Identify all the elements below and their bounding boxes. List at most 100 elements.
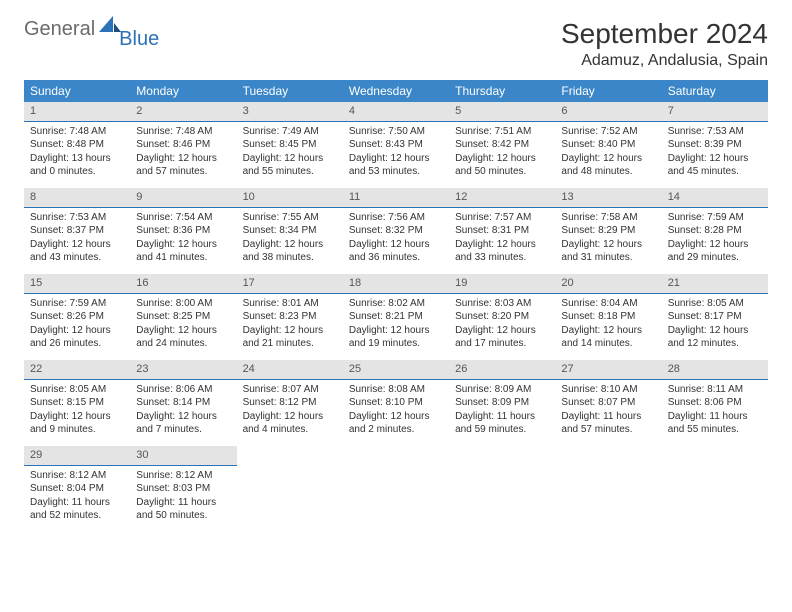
day-details: Sunrise: 7:57 AMSunset: 8:31 PMDaylight:…: [449, 208, 555, 265]
sunrise-line: Sunrise: 8:12 AM: [30, 469, 124, 483]
sunset-line: Sunset: 8:28 PM: [668, 224, 762, 238]
daylight-line: Daylight: 11 hours and 57 minutes.: [561, 410, 655, 437]
daylight-line: Daylight: 12 hours and 29 minutes.: [668, 238, 762, 265]
day-number: 11: [343, 188, 449, 208]
sunrise-line: Sunrise: 8:04 AM: [561, 297, 655, 311]
sunrise-line: Sunrise: 8:00 AM: [136, 297, 230, 311]
day-details: Sunrise: 8:10 AMSunset: 8:07 PMDaylight:…: [555, 380, 661, 437]
sunrise-line: Sunrise: 8:06 AM: [136, 383, 230, 397]
day-number: 3: [237, 102, 343, 122]
day-number: 18: [343, 274, 449, 294]
logo-text-general: General: [24, 18, 95, 41]
day-details: Sunrise: 8:05 AMSunset: 8:17 PMDaylight:…: [662, 294, 768, 351]
calendar-cell: 4Sunrise: 7:50 AMSunset: 8:43 PMDaylight…: [343, 102, 449, 188]
sunset-line: Sunset: 8:12 PM: [243, 396, 337, 410]
daylight-line: Daylight: 12 hours and 12 minutes.: [668, 324, 762, 351]
sunrise-line: Sunrise: 8:01 AM: [243, 297, 337, 311]
calendar-cell: 5Sunrise: 7:51 AMSunset: 8:42 PMDaylight…: [449, 102, 555, 188]
sunset-line: Sunset: 8:20 PM: [455, 310, 549, 324]
day-details: Sunrise: 8:01 AMSunset: 8:23 PMDaylight:…: [237, 294, 343, 351]
day-details: Sunrise: 7:58 AMSunset: 8:29 PMDaylight:…: [555, 208, 661, 265]
sunset-line: Sunset: 8:25 PM: [136, 310, 230, 324]
daylight-line: Daylight: 12 hours and 19 minutes.: [349, 324, 443, 351]
day-number: 2: [130, 102, 236, 122]
day-number: 1: [24, 102, 130, 122]
calendar-cell: 17Sunrise: 8:01 AMSunset: 8:23 PMDayligh…: [237, 274, 343, 360]
daylight-line: Daylight: 12 hours and 17 minutes.: [455, 324, 549, 351]
calendar-head: SundayMondayTuesdayWednesdayThursdayFrid…: [24, 80, 768, 102]
page-header: General Blue September 2024 Adamuz, Anda…: [24, 18, 768, 70]
daylight-line: Daylight: 11 hours and 50 minutes.: [136, 496, 230, 523]
sunset-line: Sunset: 8:48 PM: [30, 138, 124, 152]
day-details: Sunrise: 8:07 AMSunset: 8:12 PMDaylight:…: [237, 380, 343, 437]
sunrise-line: Sunrise: 7:48 AM: [136, 125, 230, 139]
day-details: Sunrise: 8:03 AMSunset: 8:20 PMDaylight:…: [449, 294, 555, 351]
daylight-line: Daylight: 12 hours and 31 minutes.: [561, 238, 655, 265]
sunrise-line: Sunrise: 7:57 AM: [455, 211, 549, 225]
calendar-cell: [343, 446, 449, 532]
daylight-line: Daylight: 12 hours and 4 minutes.: [243, 410, 337, 437]
calendar-cell: 8Sunrise: 7:53 AMSunset: 8:37 PMDaylight…: [24, 188, 130, 274]
calendar-cell: 11Sunrise: 7:56 AMSunset: 8:32 PMDayligh…: [343, 188, 449, 274]
sunset-line: Sunset: 8:26 PM: [30, 310, 124, 324]
sunset-line: Sunset: 8:15 PM: [30, 396, 124, 410]
day-details: Sunrise: 7:59 AMSunset: 8:26 PMDaylight:…: [24, 294, 130, 351]
sunrise-line: Sunrise: 7:48 AM: [30, 125, 124, 139]
sunrise-line: Sunrise: 7:55 AM: [243, 211, 337, 225]
calendar-table: SundayMondayTuesdayWednesdayThursdayFrid…: [24, 80, 768, 532]
day-details: Sunrise: 7:55 AMSunset: 8:34 PMDaylight:…: [237, 208, 343, 265]
daylight-line: Daylight: 12 hours and 36 minutes.: [349, 238, 443, 265]
day-number: 27: [555, 360, 661, 380]
calendar-cell: 16Sunrise: 8:00 AMSunset: 8:25 PMDayligh…: [130, 274, 236, 360]
day-number: 16: [130, 274, 236, 294]
sunrise-line: Sunrise: 8:03 AM: [455, 297, 549, 311]
day-number: 20: [555, 274, 661, 294]
weekday-header: Tuesday: [237, 80, 343, 102]
daylight-line: Daylight: 12 hours and 2 minutes.: [349, 410, 443, 437]
calendar-row: 29Sunrise: 8:12 AMSunset: 8:04 PMDayligh…: [24, 446, 768, 532]
calendar-row: 1Sunrise: 7:48 AMSunset: 8:48 PMDaylight…: [24, 102, 768, 188]
calendar-cell: 30Sunrise: 8:12 AMSunset: 8:03 PMDayligh…: [130, 446, 236, 532]
location-subtitle: Adamuz, Andalusia, Spain: [561, 52, 768, 70]
day-details: Sunrise: 7:53 AMSunset: 8:37 PMDaylight:…: [24, 208, 130, 265]
day-number: 5: [449, 102, 555, 122]
logo-sail-icon: [99, 16, 121, 39]
sunset-line: Sunset: 8:17 PM: [668, 310, 762, 324]
day-details: Sunrise: 7:49 AMSunset: 8:45 PMDaylight:…: [237, 122, 343, 179]
month-title: September 2024: [561, 18, 768, 50]
day-details: Sunrise: 8:05 AMSunset: 8:15 PMDaylight:…: [24, 380, 130, 437]
sunset-line: Sunset: 8:09 PM: [455, 396, 549, 410]
daylight-line: Daylight: 12 hours and 50 minutes.: [455, 152, 549, 179]
daylight-line: Daylight: 12 hours and 7 minutes.: [136, 410, 230, 437]
daylight-line: Daylight: 12 hours and 14 minutes.: [561, 324, 655, 351]
calendar-cell: 26Sunrise: 8:09 AMSunset: 8:09 PMDayligh…: [449, 360, 555, 446]
logo-text-blue: Blue: [119, 28, 159, 51]
day-number: 24: [237, 360, 343, 380]
sunrise-line: Sunrise: 7:59 AM: [30, 297, 124, 311]
daylight-line: Daylight: 11 hours and 52 minutes.: [30, 496, 124, 523]
sunrise-line: Sunrise: 8:12 AM: [136, 469, 230, 483]
sunset-line: Sunset: 8:07 PM: [561, 396, 655, 410]
sunset-line: Sunset: 8:43 PM: [349, 138, 443, 152]
daylight-line: Daylight: 12 hours and 9 minutes.: [30, 410, 124, 437]
sunrise-line: Sunrise: 7:53 AM: [30, 211, 124, 225]
sunrise-line: Sunrise: 8:09 AM: [455, 383, 549, 397]
day-details: Sunrise: 7:51 AMSunset: 8:42 PMDaylight:…: [449, 122, 555, 179]
calendar-cell: 25Sunrise: 8:08 AMSunset: 8:10 PMDayligh…: [343, 360, 449, 446]
calendar-cell: [237, 446, 343, 532]
day-number: 8: [24, 188, 130, 208]
day-details: Sunrise: 7:52 AMSunset: 8:40 PMDaylight:…: [555, 122, 661, 179]
day-number: 19: [449, 274, 555, 294]
sunset-line: Sunset: 8:40 PM: [561, 138, 655, 152]
sunrise-line: Sunrise: 8:07 AM: [243, 383, 337, 397]
weekday-header: Wednesday: [343, 80, 449, 102]
calendar-cell: 18Sunrise: 8:02 AMSunset: 8:21 PMDayligh…: [343, 274, 449, 360]
sunrise-line: Sunrise: 8:08 AM: [349, 383, 443, 397]
daylight-line: Daylight: 11 hours and 55 minutes.: [668, 410, 762, 437]
calendar-cell: 21Sunrise: 8:05 AMSunset: 8:17 PMDayligh…: [662, 274, 768, 360]
day-number: 29: [24, 446, 130, 466]
day-number: 28: [662, 360, 768, 380]
day-details: Sunrise: 7:50 AMSunset: 8:43 PMDaylight:…: [343, 122, 449, 179]
calendar-cell: 19Sunrise: 8:03 AMSunset: 8:20 PMDayligh…: [449, 274, 555, 360]
day-number: 23: [130, 360, 236, 380]
